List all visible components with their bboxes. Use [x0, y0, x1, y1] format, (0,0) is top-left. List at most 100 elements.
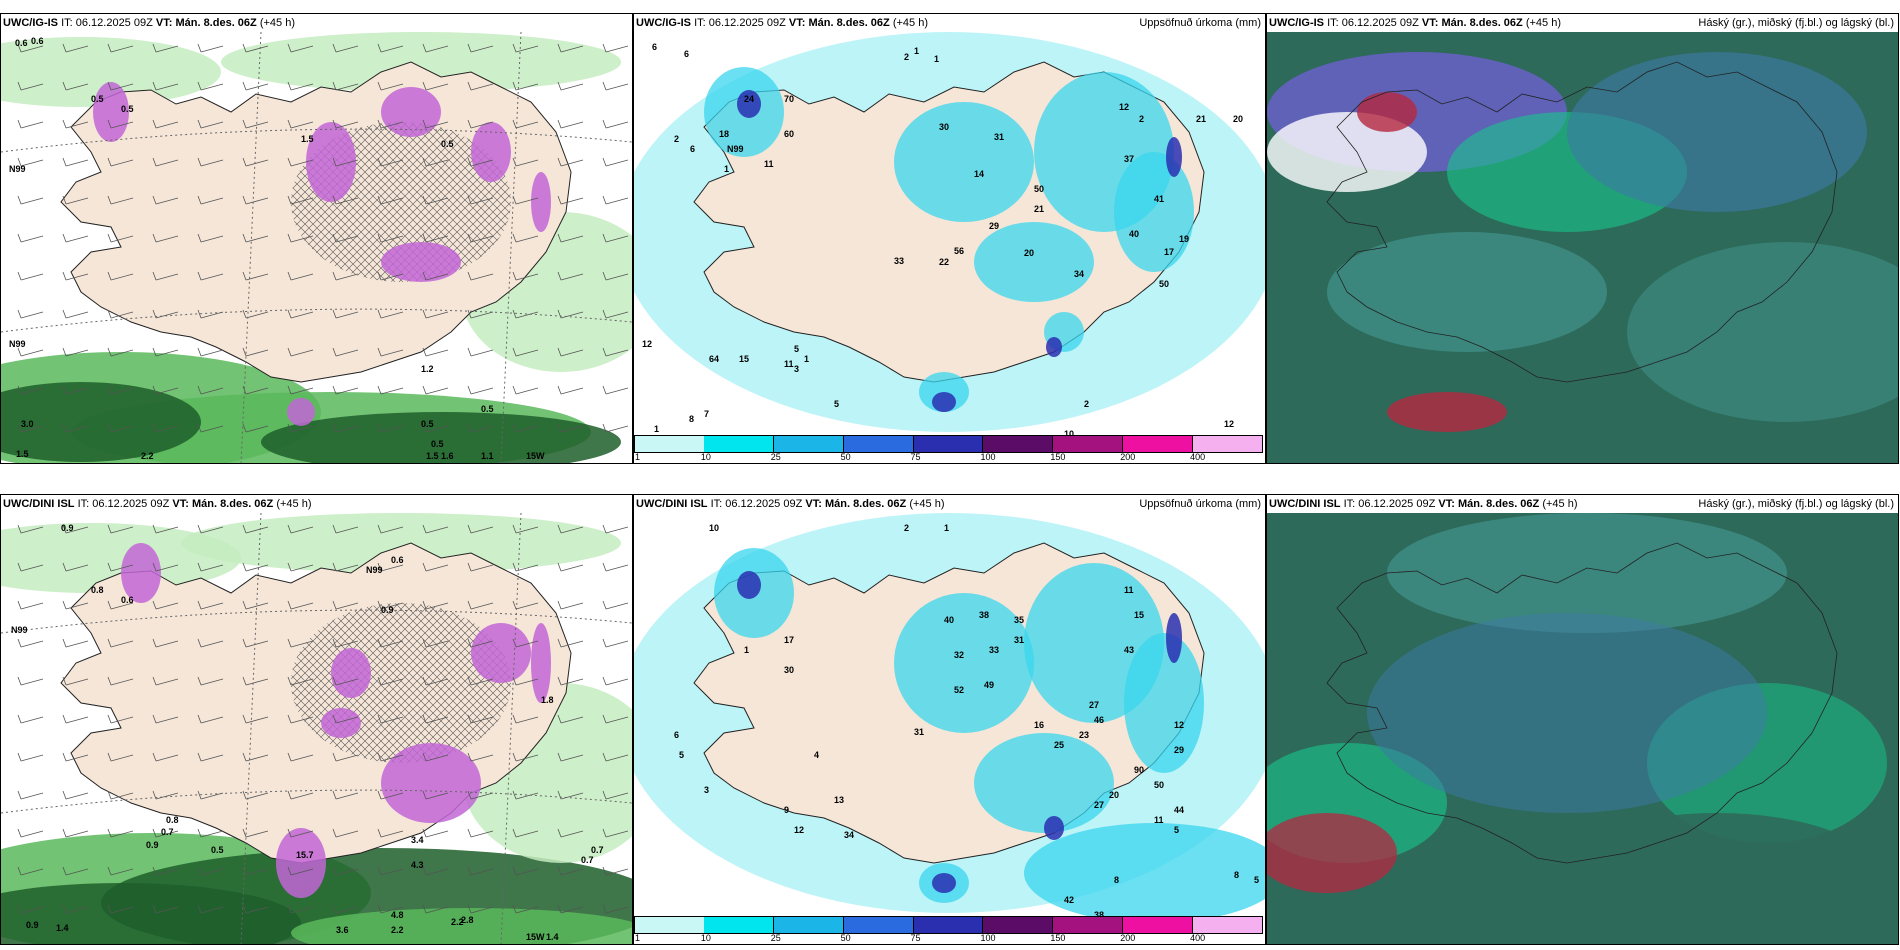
wind-barb — [377, 562, 404, 572]
wind-barb — [377, 600, 404, 610]
wind-barb — [107, 524, 134, 534]
latitude-line — [1, 789, 632, 814]
wind-barb — [242, 385, 269, 395]
init-time-value: 06.12.2025 09Z — [725, 498, 803, 510]
wind-barb — [62, 81, 89, 91]
wind-barb — [422, 81, 449, 91]
wind-barb — [467, 43, 494, 53]
map-value-label: 43 — [1124, 645, 1134, 655]
wind-barb — [377, 43, 404, 53]
colorbar-swatch — [1123, 916, 1194, 934]
wind-barb — [17, 676, 44, 686]
wind-barb — [377, 828, 404, 838]
map-value-label: 38 — [1094, 910, 1104, 920]
map-value-label: 40 — [944, 615, 954, 625]
colorbar-tick-label: 25 — [770, 933, 781, 943]
wind-barb — [107, 347, 134, 357]
wind-barb — [377, 790, 404, 800]
map-value-label: 5 — [1174, 825, 1179, 835]
wind-barb — [602, 638, 629, 648]
wind-barb — [62, 43, 89, 53]
wind-barb — [467, 790, 494, 800]
wind-barb — [242, 828, 269, 838]
map-value-label: 3.0 — [21, 419, 34, 429]
wind-barb — [557, 81, 584, 91]
wind-barb — [152, 271, 179, 281]
map-value-label: 15.7 — [296, 850, 314, 860]
precip-snow-area — [471, 623, 531, 683]
map-value-label: 70 — [784, 94, 794, 104]
wind-barb — [377, 119, 404, 129]
wind-barb — [197, 309, 224, 319]
wind-barb — [602, 752, 629, 762]
colorbar-tick-label: 100 — [980, 452, 996, 462]
wind-barb — [152, 81, 179, 91]
precip-rain-area — [1, 883, 301, 944]
wind-barb — [557, 600, 584, 610]
wind-barb — [512, 385, 539, 395]
wind-barb — [377, 157, 404, 167]
wind-barb — [62, 385, 89, 395]
precip-snow-area — [321, 708, 361, 738]
wind-barb — [512, 866, 539, 876]
wind-barb — [242, 271, 269, 281]
wind-barb — [557, 828, 584, 838]
wind-barb — [107, 385, 134, 395]
map-value-label: 30 — [784, 665, 794, 675]
wind-barb — [62, 752, 89, 762]
wind-barb — [62, 347, 89, 357]
wind-barb — [557, 119, 584, 129]
wind-barb — [377, 904, 404, 914]
wind-barb — [62, 309, 89, 319]
wind-barb — [512, 43, 539, 53]
wind-barb — [17, 119, 44, 129]
wind-barb — [107, 81, 134, 91]
wind-barb — [512, 423, 539, 433]
accum-precip-area — [894, 593, 1034, 733]
map-value-label: 31 — [1014, 635, 1024, 645]
wind-barb — [377, 81, 404, 91]
map-value-label: 2.2 — [391, 925, 404, 935]
wind-barb — [107, 714, 134, 724]
wind-barb — [377, 714, 404, 724]
wind-barb — [107, 638, 134, 648]
wind-barb — [557, 904, 584, 914]
wind-barb — [197, 676, 224, 686]
wind-barb — [512, 562, 539, 572]
latitude-line — [1, 128, 632, 153]
wind-barb — [197, 638, 224, 648]
wind-barb — [152, 119, 179, 129]
wind-barb — [62, 233, 89, 243]
colorbar-swatch — [913, 916, 984, 934]
wind-barb — [557, 790, 584, 800]
map-value-label: 12 — [642, 339, 652, 349]
wind-barb — [332, 790, 359, 800]
wind-barb — [287, 157, 314, 167]
wind-barb — [467, 81, 494, 91]
map-value-label: 1 — [804, 354, 809, 364]
map-value-label: 0.9 — [146, 840, 159, 850]
wind-barb — [107, 423, 134, 433]
wind-barb — [17, 638, 44, 648]
lead-time: (+45 h) — [276, 498, 312, 510]
valid-time-label: VT: — [788, 17, 806, 29]
wind-barb — [287, 752, 314, 762]
colorbar-swatch — [913, 435, 984, 453]
wind-barb — [242, 81, 269, 91]
wind-barb — [332, 43, 359, 53]
map-value-label: 0.7 — [591, 845, 604, 855]
wind-barb — [557, 423, 584, 433]
lead-time: (+45 h) — [909, 498, 945, 510]
wind-barb — [17, 562, 44, 572]
wind-barb — [332, 676, 359, 686]
wind-barb — [602, 81, 629, 91]
wind-barb — [467, 562, 494, 572]
wind-barb — [467, 423, 494, 433]
wind-barb — [512, 81, 539, 91]
map-value-label: 49 — [984, 680, 994, 690]
wind-barb — [422, 562, 449, 572]
wind-barb — [287, 233, 314, 243]
wind-barb — [467, 347, 494, 357]
valid-time-value: Mán. 8.des. 06Z — [175, 17, 257, 29]
